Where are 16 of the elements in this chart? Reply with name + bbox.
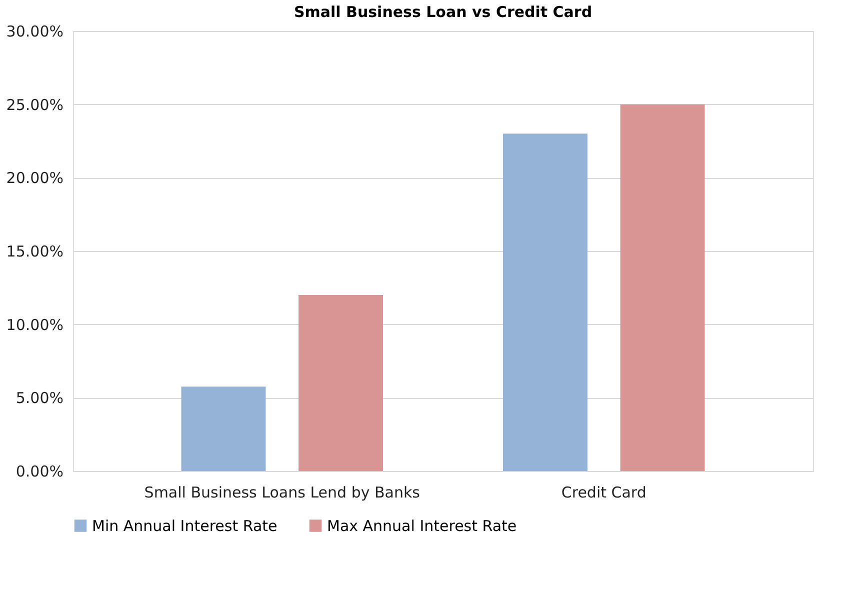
legend-label: Min Annual Interest Rate: [92, 516, 278, 535]
bar: [181, 386, 266, 471]
y-tick-label: 0.00%: [16, 462, 64, 480]
legend-label: Max Annual Interest Rate: [327, 516, 517, 535]
y-tick-label: 15.00%: [6, 242, 64, 260]
y-tick-label: 20.00%: [6, 169, 64, 188]
y-tick-label: 10.00%: [6, 316, 64, 334]
y-tick-label: 25.00%: [6, 96, 64, 114]
x-tick-label: Credit Card: [561, 484, 646, 502]
y-tick-label: 30.00%: [6, 22, 64, 40]
y-tick-label: 5.00%: [16, 389, 64, 408]
x-tick-label: Small Business Loans Lend by Banks: [144, 484, 420, 502]
bar: [502, 134, 588, 471]
chart-title: Small Business Loan vs Credit Card: [294, 3, 592, 21]
bar: [620, 104, 705, 471]
bar: [298, 295, 384, 471]
